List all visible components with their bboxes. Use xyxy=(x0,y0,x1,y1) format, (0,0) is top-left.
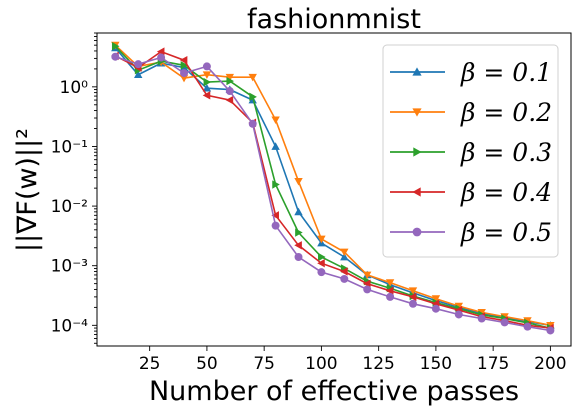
data-point xyxy=(294,253,303,261)
x-tick-label: 50 xyxy=(196,354,218,374)
data-point xyxy=(386,292,395,301)
y-tick-label: 10⁻³ xyxy=(51,257,88,277)
legend-marker xyxy=(412,187,421,197)
data-point xyxy=(271,211,279,220)
data-point xyxy=(225,73,235,82)
data-point xyxy=(318,252,326,262)
data-point xyxy=(134,70,143,79)
data-point xyxy=(203,77,212,87)
data-point xyxy=(179,55,188,65)
x-tick-label: 125 xyxy=(362,354,394,374)
y-axis: 10⁰ 10⁻¹ 10⁻² 10⁻³ 10⁻⁴ xyxy=(51,32,97,344)
y-tick-label: 10⁰ xyxy=(60,78,89,98)
legend-marker xyxy=(412,227,422,237)
data-point xyxy=(111,52,120,61)
x-tick-label: 150 xyxy=(420,354,452,374)
data-point xyxy=(409,299,417,308)
series-line xyxy=(114,44,551,327)
data-point xyxy=(408,287,418,295)
data-point xyxy=(271,221,280,230)
legend-item: β = 0.4 xyxy=(390,178,552,207)
legend-label: β = 0.1 xyxy=(460,58,552,87)
legend-marker xyxy=(413,147,422,157)
x-axis-label: Number of effective passes xyxy=(149,376,519,407)
data-point xyxy=(156,47,165,56)
data-point xyxy=(226,76,235,86)
data-point xyxy=(523,322,532,331)
data-point xyxy=(294,207,303,216)
x-tick-label: 200 xyxy=(534,354,566,374)
legend-item: β = 0.1 xyxy=(390,58,552,87)
data-point xyxy=(271,142,280,150)
x-tick-label: 175 xyxy=(477,354,509,374)
data-point xyxy=(134,60,143,69)
data-point xyxy=(225,95,234,105)
series-5 xyxy=(111,52,555,335)
series-line xyxy=(114,47,551,327)
data-point xyxy=(202,71,212,79)
series-line xyxy=(114,45,551,329)
data-point xyxy=(179,74,189,83)
data-point xyxy=(477,314,486,323)
x-axis: 25 50 75 100 125 150 175 200 xyxy=(139,346,567,374)
data-point xyxy=(385,286,394,295)
data-point xyxy=(111,42,120,51)
data-point xyxy=(317,259,325,268)
legend-marker xyxy=(412,108,422,117)
data-point xyxy=(225,87,234,96)
x-tick-label: 100 xyxy=(305,354,337,374)
data-point xyxy=(500,318,509,327)
data-point xyxy=(431,304,440,313)
data-point xyxy=(340,274,349,283)
data-point xyxy=(157,53,166,62)
y-tick-label: 10⁻¹ xyxy=(51,137,88,157)
x-tick-label: 75 xyxy=(253,354,275,374)
data-point xyxy=(294,241,302,250)
data-point xyxy=(295,228,303,237)
data-point xyxy=(317,235,326,244)
legend-item: β = 0.3 xyxy=(390,138,552,167)
data-point xyxy=(431,295,441,303)
x-tick-label: 25 xyxy=(139,354,161,374)
data-point xyxy=(317,268,326,277)
legend-label: β = 0.4 xyxy=(460,178,552,207)
data-point xyxy=(408,292,417,302)
data-point xyxy=(248,73,257,82)
data-point xyxy=(385,279,395,287)
data-point xyxy=(340,267,348,276)
data-point xyxy=(363,285,372,294)
plot-area xyxy=(111,41,555,335)
data-point xyxy=(454,310,463,319)
legend: β = 0.1 β = 0.2 β = 0.3 β = 0.4 β = 0.5 xyxy=(382,44,559,258)
data-point xyxy=(249,92,257,102)
legend-label: β = 0.3 xyxy=(460,138,552,167)
legend-box xyxy=(382,44,559,258)
data-point xyxy=(202,91,211,100)
data-point xyxy=(180,69,189,78)
data-point xyxy=(546,326,555,335)
data-point xyxy=(340,252,349,261)
data-point xyxy=(248,119,257,128)
y-tick-label: 10⁻² xyxy=(51,197,88,217)
legend-label: β = 0.5 xyxy=(460,218,552,247)
data-point xyxy=(272,180,280,189)
data-point xyxy=(294,177,303,186)
series-line xyxy=(114,50,551,329)
legend-item: β = 0.5 xyxy=(390,218,552,247)
data-point xyxy=(363,271,372,280)
y-tick-label: 10⁻⁴ xyxy=(51,316,89,336)
legend-label: β = 0.2 xyxy=(460,98,552,127)
chart-title: fashionmnist xyxy=(247,4,421,35)
data-point xyxy=(202,62,211,71)
legend-item: β = 0.2 xyxy=(390,98,552,127)
data-point xyxy=(180,61,189,70)
data-point xyxy=(271,116,280,125)
data-point xyxy=(340,248,349,257)
y-axis-label: ||∇F(w)||² xyxy=(12,128,43,252)
data-point xyxy=(202,83,212,92)
plot-frame xyxy=(96,32,572,347)
legend-marker xyxy=(412,67,422,76)
